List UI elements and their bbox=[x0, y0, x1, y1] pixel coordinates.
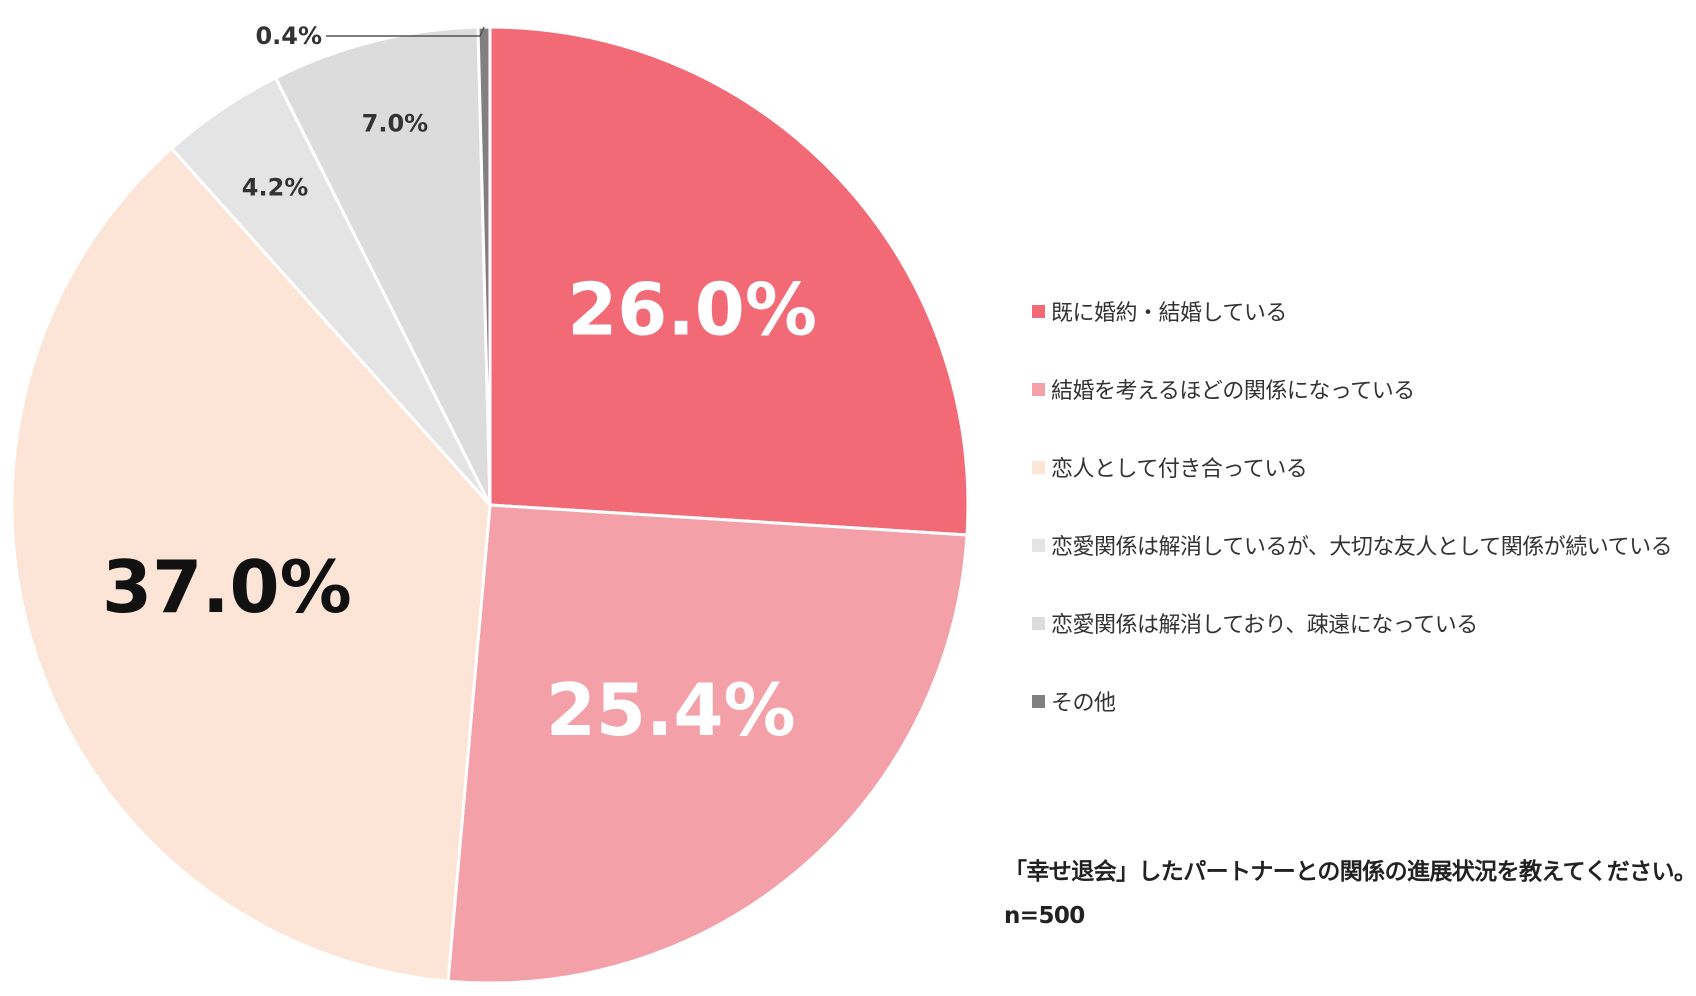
survey-question: 「幸せ退会」したパートナーとの関係の進展状況を教えてください。(SA) bbox=[1004, 859, 1696, 885]
legend-swatch-estranged bbox=[1032, 616, 1045, 630]
legend-item-friends: 恋愛関係は解消しているが、大切な友人として関係が続いている bbox=[1032, 530, 1673, 560]
legend-item-other: その他 bbox=[1032, 686, 1672, 716]
legend-item-married: 既に婚約・結婚している bbox=[1032, 296, 1672, 326]
legend-label-dating: 恋人として付き合っている bbox=[1051, 457, 1308, 482]
pie-slice-serious bbox=[446, 503, 969, 985]
legend-swatch-friends bbox=[1032, 538, 1045, 552]
legend: 既に婚約・結婚している 結婚を考えるほどの関係になっている 恋人として付き合って… bbox=[1032, 296, 1673, 764]
pie-slice-estranged bbox=[273, 25, 492, 506]
data-label-friends: 4.2% bbox=[242, 174, 309, 202]
legend-item-dating: 恋人として付き合っている bbox=[1032, 452, 1672, 482]
legend-swatch-married bbox=[1032, 304, 1045, 318]
pie-slice-dating bbox=[10, 146, 492, 983]
sample-size: n=500 bbox=[1004, 903, 1085, 929]
legend-label-other: その他 bbox=[1051, 691, 1116, 716]
data-label-dating: 37.0% bbox=[102, 545, 352, 629]
legend-item-estranged: 恋愛関係は解消しており、疎遠になっている bbox=[1032, 608, 1672, 638]
chart-caption: 「幸せ退会」したパートナーとの関係の進展状況を教えてください。(SA) n=50… bbox=[1004, 850, 1696, 938]
legend-swatch-dating bbox=[1032, 460, 1045, 474]
data-label-estranged: 7.0% bbox=[362, 110, 429, 138]
pie-slice-married bbox=[488, 25, 970, 537]
data-label-other: 0.4% bbox=[255, 22, 322, 50]
legend-item-serious: 結婚を考えるほどの関係になっている bbox=[1032, 374, 1672, 404]
legend-label-friends: 恋愛関係は解消しているが、大切な友人として関係が続いている bbox=[1051, 535, 1673, 560]
legend-label-estranged: 恋愛関係は解消しており、疎遠になっている bbox=[1051, 613, 1478, 638]
legend-swatch-other bbox=[1032, 694, 1045, 708]
data-label-married: 26.0% bbox=[567, 268, 817, 352]
legend-label-married: 既に婚約・結婚している bbox=[1051, 301, 1287, 326]
leader-line-other bbox=[326, 26, 485, 37]
legend-label-serious: 結婚を考えるほどの関係になっている bbox=[1051, 379, 1415, 404]
pie-slice-other bbox=[476, 25, 492, 506]
legend-swatch-serious bbox=[1032, 382, 1045, 396]
data-label-serious: 25.4% bbox=[546, 668, 796, 752]
